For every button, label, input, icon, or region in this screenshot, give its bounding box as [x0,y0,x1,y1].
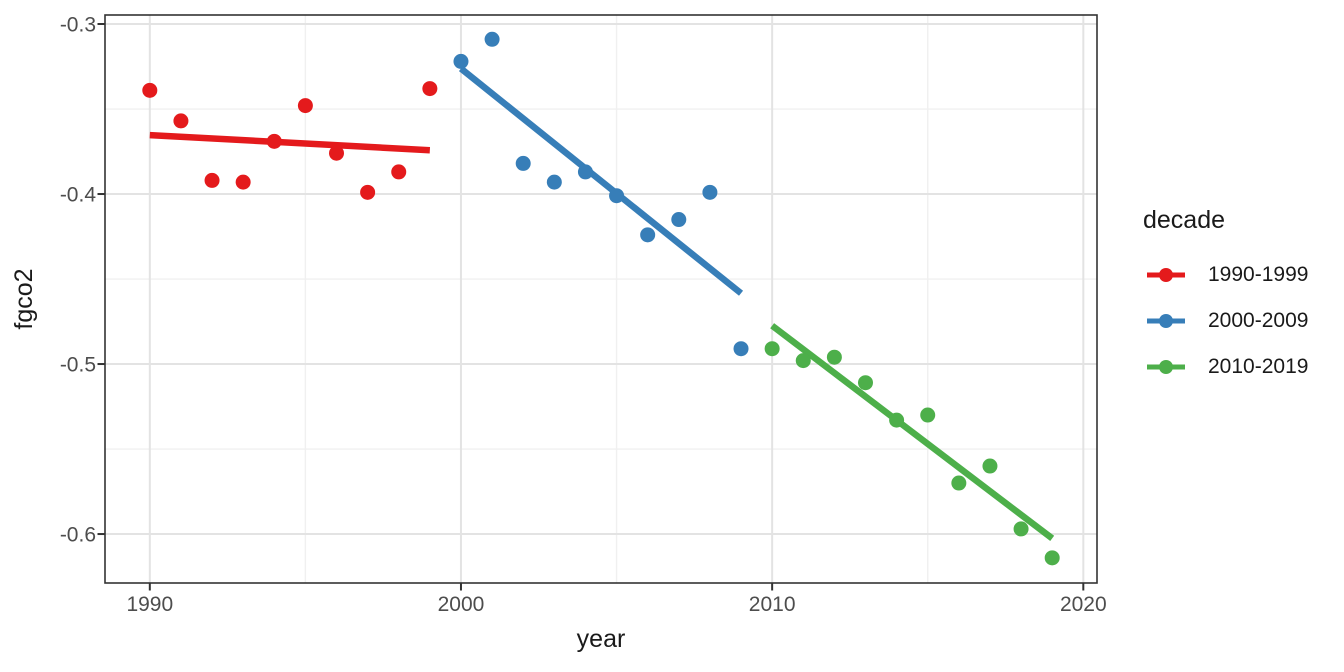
data-point [1013,521,1029,537]
legend-key-line-dot-icon [1147,314,1185,328]
data-point [702,184,718,200]
data-point [235,174,251,190]
trend-line-2010-2019 [770,323,1055,541]
data-point [453,53,469,69]
gridlines [105,15,1097,583]
legend-item-label: 1990-1999 [1208,263,1309,286]
legend-key-line-dot-icon [1147,360,1185,374]
data-point [297,98,313,114]
x-axis-title: year [577,625,626,653]
x-tick-label: 2020 [1060,593,1107,616]
legend-key-line-dot-icon [1147,268,1185,282]
legend: decade 1990-1999 2000-2009 2010-2019 [1143,206,1308,405]
data-point [484,31,500,47]
data-point [360,184,376,200]
y-tick-label: -0.3 [60,14,96,37]
y-tick-label: -0.6 [60,524,96,547]
data-point [577,164,593,180]
legend-item-label: 2010-2019 [1208,355,1309,378]
data-point [982,458,998,474]
y-tick-label: -0.5 [60,354,96,377]
data-point [920,407,936,423]
legend-item: 1990-1999 [1143,263,1308,286]
x-tick-label: 2000 [438,593,485,616]
panel-border [104,14,1098,584]
data-point [204,172,220,188]
data-point [142,82,158,98]
y-tick-label: -0.4 [60,184,97,207]
data-point [173,113,189,129]
trend-line-2000-2009 [458,66,744,296]
data-point [764,341,780,357]
x-tick-label: 2010 [749,593,796,616]
data-point [546,174,562,190]
trend-line-1990-1999 [149,131,431,154]
data-point [609,188,625,204]
y-axis-title: fgco2 [10,268,38,329]
data-point [671,212,687,228]
data-point [515,155,531,171]
data-point [826,349,842,365]
data-point [266,133,282,149]
legend-title: decade [1143,206,1226,234]
axes: 1990 2000 2010 2020 -0.3 -0.4 -0.5 -0.6 [60,14,1107,616]
data-point [857,375,873,391]
data-point [640,227,656,243]
data-point [889,412,905,428]
data-point [951,475,967,491]
legend-item: 2000-2009 [1143,309,1308,332]
data-point [1044,550,1060,566]
data-point [391,164,407,180]
legend-item: 2010-2019 [1143,355,1308,378]
data-point [795,353,811,369]
data-point [329,145,345,161]
data-point [422,81,438,97]
x-tick-label: 1990 [126,593,173,616]
data-layer [142,31,1060,566]
legend-item-label: 2000-2009 [1208,309,1309,332]
data-point [733,341,749,357]
legend-items: 1990-1999 2000-2009 2010-2019 [1143,263,1308,378]
